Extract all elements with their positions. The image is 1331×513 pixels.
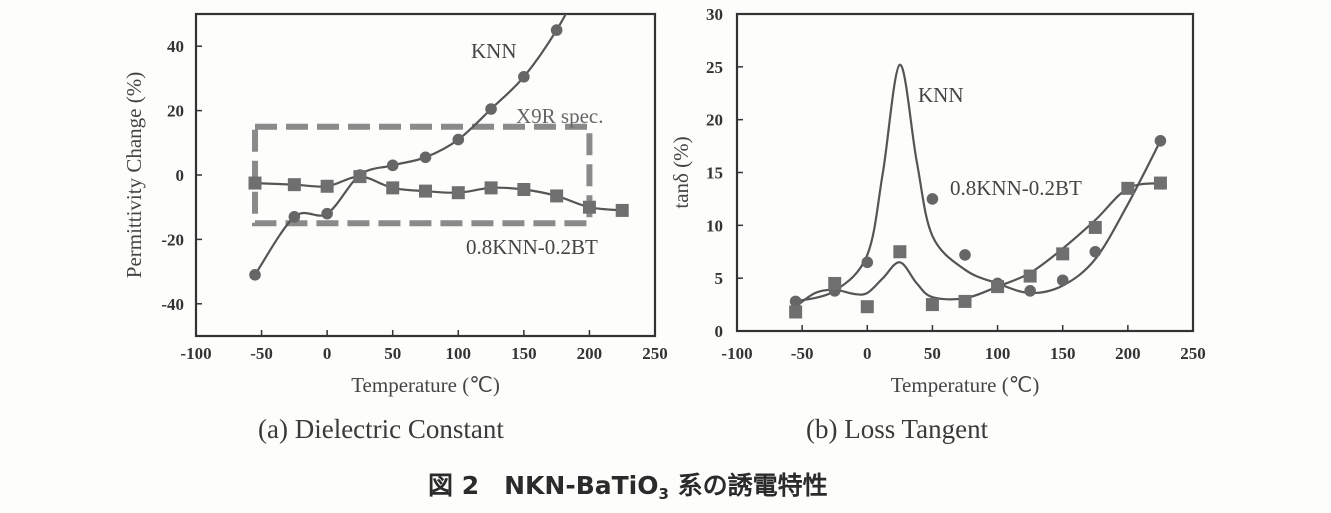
x-tick-label: 0 (323, 344, 332, 363)
x-tick-label: 150 (1050, 344, 1076, 363)
data-point-knn-bt (1023, 269, 1037, 283)
y-tick-label: 15 (706, 164, 723, 183)
y-tick-label: -40 (161, 295, 184, 314)
data-point-knn-bt (1121, 181, 1135, 195)
x-tick-label: 50 (924, 344, 941, 363)
data-point-knn-bt (615, 203, 629, 217)
data-point-knn-bt (419, 184, 432, 198)
data-point-knn-bt (517, 182, 531, 196)
data-point-knn-bt (1153, 176, 1167, 190)
data-point-knn-bt (287, 178, 301, 192)
data-point-knn-bt (893, 245, 907, 259)
data-point-knn (959, 249, 971, 261)
x-tick-label: -100 (180, 344, 211, 363)
data-point-knn (1024, 285, 1036, 297)
data-point-knn-bt (320, 179, 334, 193)
data-point-knn (485, 103, 497, 115)
x-tick-label: 100 (985, 344, 1011, 363)
y-tick-label: 20 (167, 102, 184, 121)
plot-area (794, 63, 1162, 308)
x-tick-label: -50 (791, 344, 814, 363)
series-label-knn-bt: 0.8KNN-0.2BT (466, 235, 598, 259)
caption-a: (a) Dielectric Constant (258, 414, 504, 444)
series-label-knn: KNN (471, 39, 517, 63)
data-point-knn-bt (582, 200, 596, 214)
data-point-knn-bt (958, 294, 972, 308)
y-tick-label: 0 (176, 166, 185, 185)
chart-b: -100 -50 0 50 100 150 200 250 0 5 10 15 20 25 30 Temper… (669, 5, 1206, 397)
x-axis-label: Temperature (℃) (351, 373, 500, 397)
series-line-knn-bt (794, 182, 1161, 308)
x9r-spec-box (252, 123, 593, 227)
data-point-knn-bt (550, 189, 564, 203)
series-line-knn-bt (254, 175, 623, 212)
data-point-knn (789, 295, 802, 308)
data-point-knn-bt (860, 300, 874, 314)
data-point-knn-bt (925, 298, 939, 312)
caption-b: (b) Loss Tangent (806, 414, 989, 444)
data-point-knn-bt (248, 176, 262, 190)
data-point-knn (288, 211, 301, 223)
plot-frame (194, 12, 657, 338)
data-point-knn (419, 151, 432, 164)
plot-frame (735, 12, 1195, 333)
x-tick-label: 150 (511, 344, 537, 363)
y-axis-label: tanδ (%) (669, 136, 693, 208)
data-point-knn (249, 269, 261, 281)
x9r-spec-label: X9R spec. (516, 104, 604, 128)
data-point-knn (926, 193, 939, 205)
figure-title-prefix: 図 2 NKN-BaTiO (428, 471, 659, 500)
figure-title-suffix: 系の誘電特性 (668, 471, 828, 500)
y-axis-label: Permittivity Change (%) (122, 72, 146, 278)
figure-title-subscript: 3 (658, 485, 669, 503)
x-tick-label: 250 (642, 344, 668, 363)
x-tick-label: 200 (577, 344, 603, 363)
plot-area (252, 14, 623, 276)
y-tick-label: 40 (167, 37, 184, 56)
data-point-knn (1154, 135, 1167, 147)
data-point-knn-bt (484, 181, 498, 195)
data-point-knn-bt (1056, 247, 1070, 261)
chart-a: -100 -50 0 50 100 150 200 250 -40 -20 0 20 40 Tempera… (122, 12, 668, 397)
x-tick-label: 250 (1180, 344, 1206, 363)
data-point-knn (386, 159, 399, 172)
x-tick-label: 200 (1115, 344, 1141, 363)
data-point-knn-bt (353, 170, 367, 184)
data-point-knn (321, 207, 333, 220)
data-point-knn (1089, 245, 1102, 258)
series-label-knn: KNN (918, 83, 964, 107)
x-tick-label: 100 (446, 344, 472, 363)
x-tick-label: -100 (721, 344, 752, 363)
y-tick-label: 10 (706, 216, 723, 235)
y-tick-label: 20 (706, 111, 723, 130)
y-tick-label: -20 (161, 230, 184, 249)
y-tick-label: 30 (706, 5, 723, 24)
data-point-knn-bt (828, 276, 842, 290)
data-point-knn-bt (386, 181, 400, 195)
y-tick-label: 25 (706, 58, 723, 77)
x-tick-label: 0 (863, 344, 872, 363)
figure-title: 図 2 NKN-BaTiO3 系の誘電特性 (428, 466, 828, 503)
data-point-knn-bt (991, 280, 1005, 294)
data-point-knn (452, 133, 465, 146)
series-label-knn-bt: 0.8KNN-0.2BT (950, 176, 1082, 200)
data-point-knn (518, 70, 530, 83)
x-tick-label: -50 (250, 344, 273, 363)
data-point-knn (550, 24, 563, 36)
data-point-knn-bt (451, 186, 465, 200)
series-line-knn (795, 63, 1162, 303)
data-point-knn-bt (789, 305, 803, 319)
data-point-knn (861, 256, 874, 269)
data-point-knn-bt (1088, 220, 1102, 234)
x-axis-label: Temperature (℃) (891, 373, 1040, 397)
data-point-knn (1056, 274, 1069, 287)
x-tick-label: 50 (384, 344, 401, 363)
y-tick-label: 5 (715, 269, 724, 288)
y-tick-label: 0 (715, 322, 724, 341)
series-line-knn (254, 14, 568, 276)
